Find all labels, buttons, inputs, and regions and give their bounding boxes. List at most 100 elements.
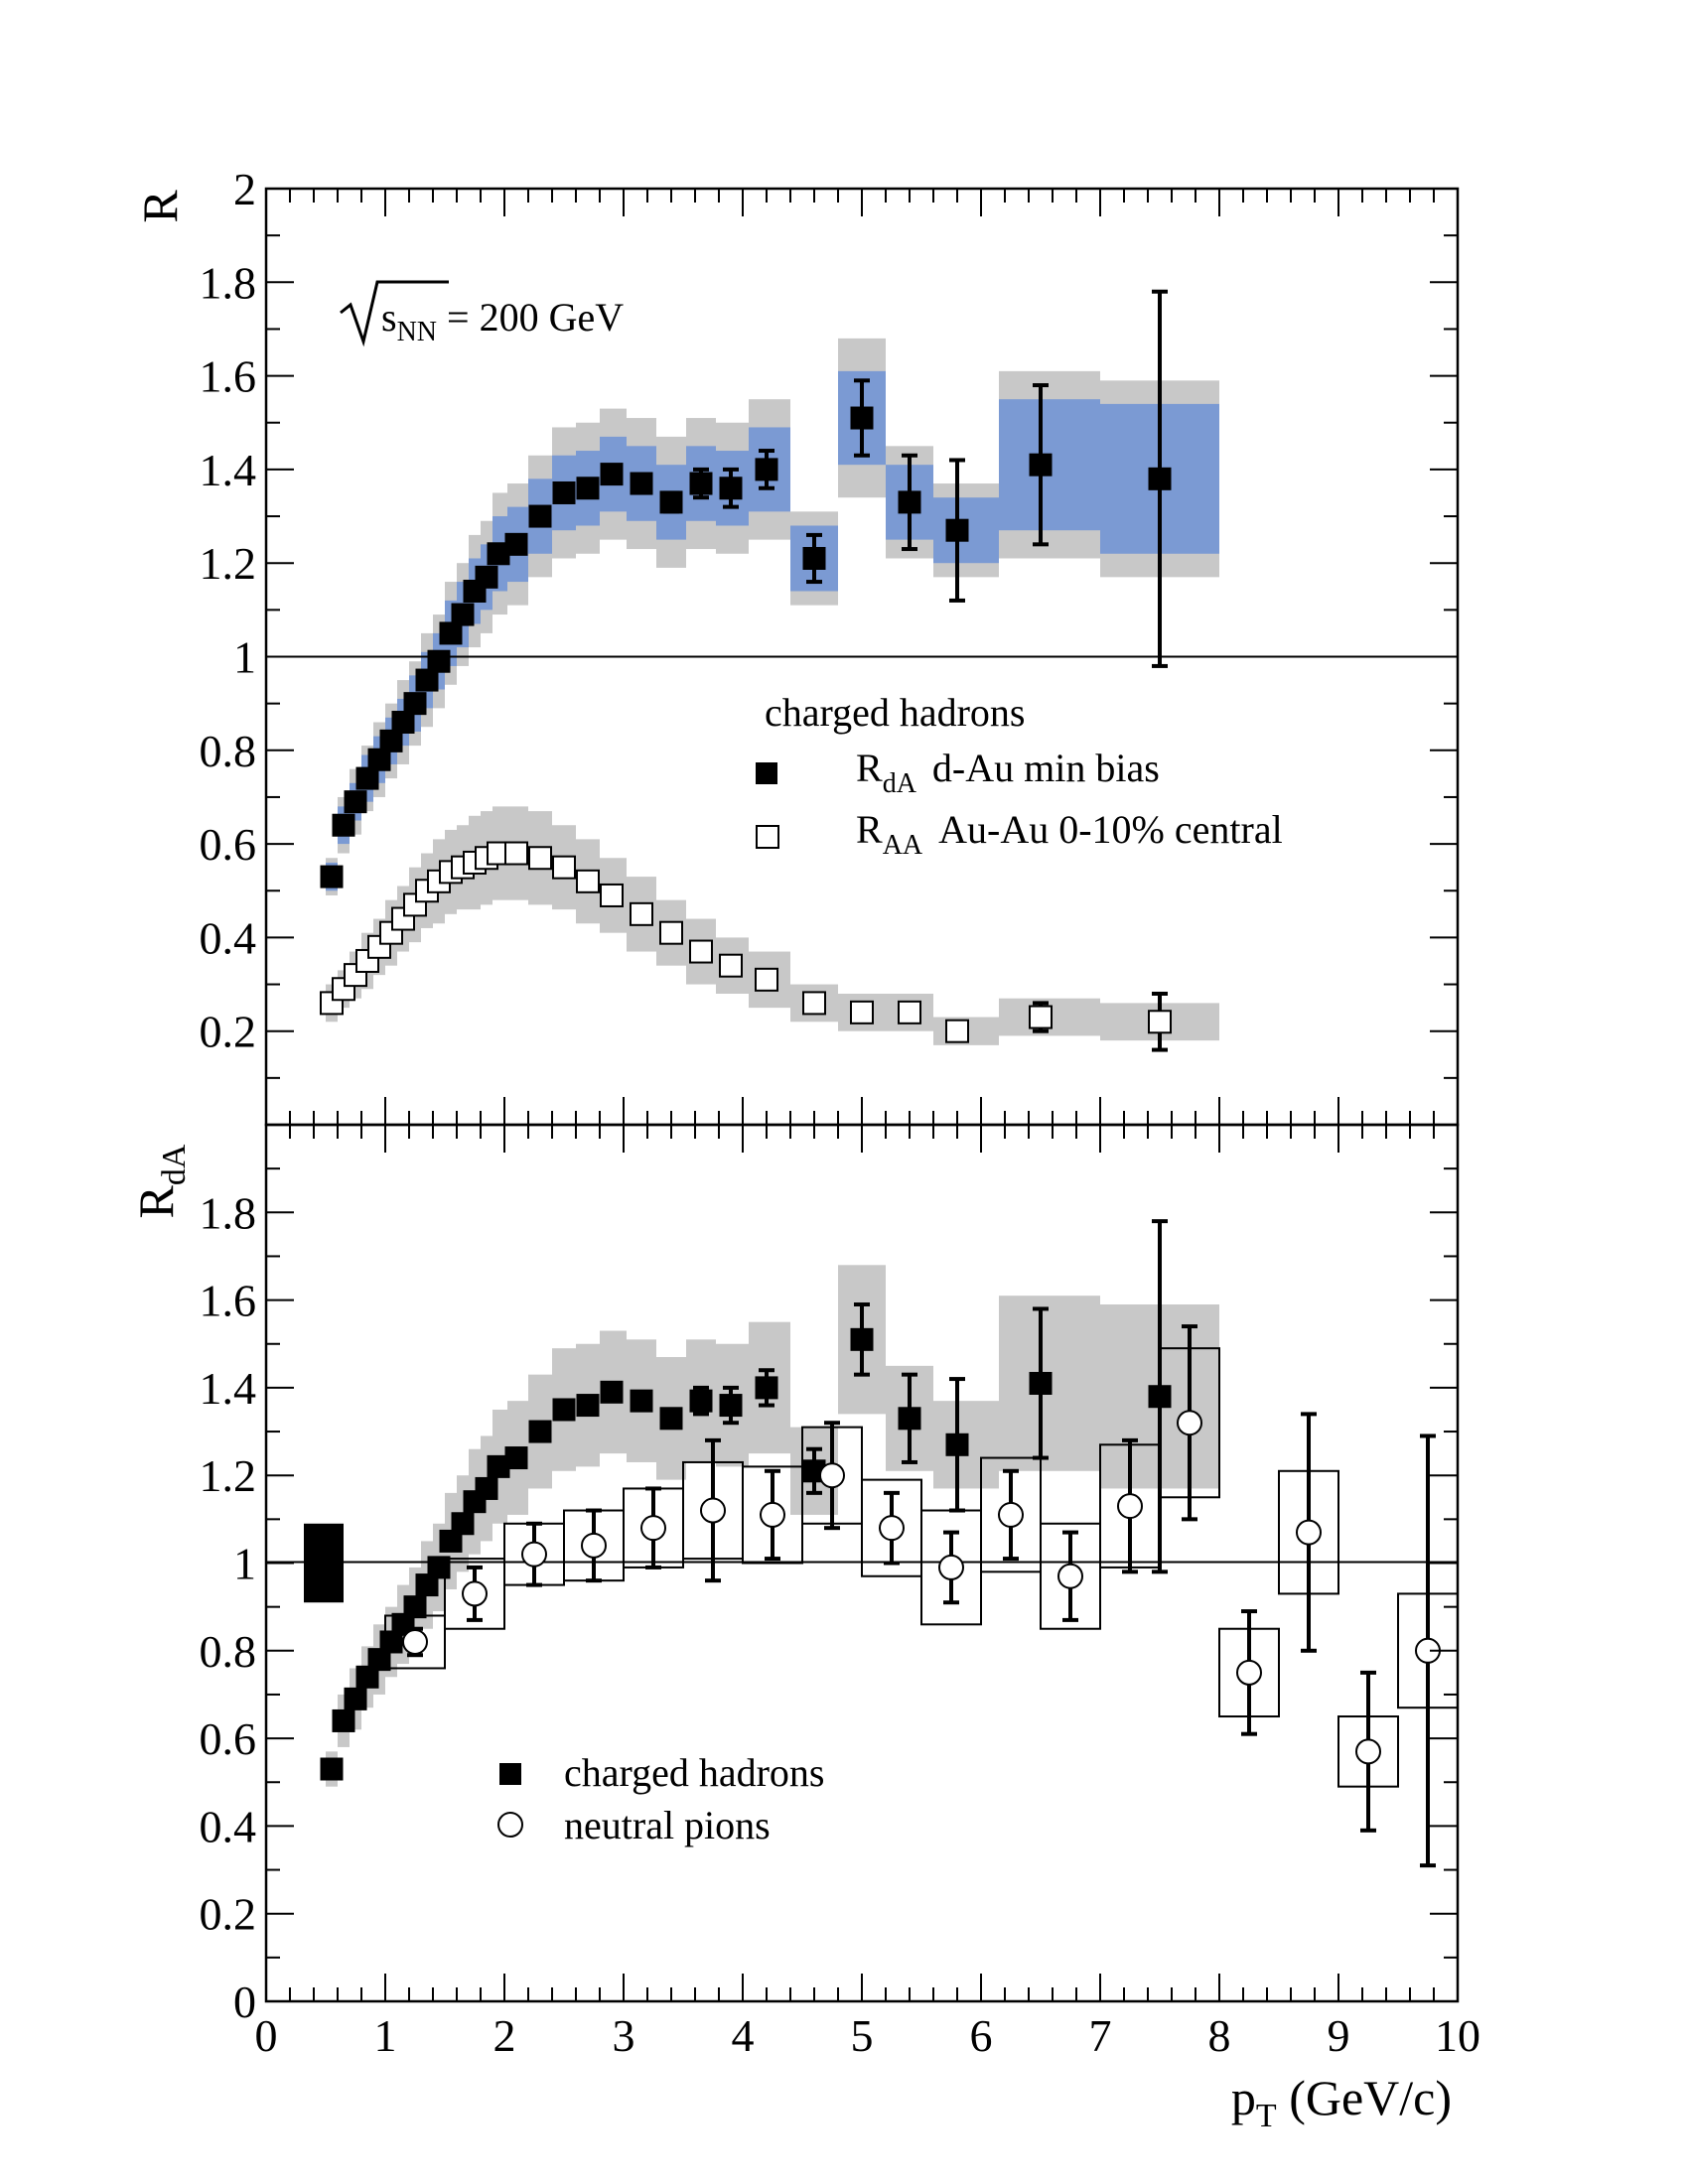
rda-point [1148, 467, 1172, 490]
x-tick-label: 10 [1435, 2010, 1480, 2061]
charged-point [528, 1420, 552, 1443]
legend-raa-label: R [856, 807, 883, 852]
charged-point [451, 1512, 475, 1536]
top-y-tick-label: 0.2 [200, 1007, 257, 1057]
legend-filled-square-icon [756, 762, 777, 784]
rda-point [898, 490, 921, 514]
xaxis-title-sub: T [1256, 2098, 1277, 2134]
top-y-tick-label: 1.4 [200, 445, 257, 495]
charged-point [355, 1665, 379, 1689]
pion-point [1117, 1493, 1143, 1520]
x-tick-label: 5 [851, 2010, 874, 2061]
raa-point [600, 883, 624, 907]
pion-point [700, 1497, 726, 1524]
raa-point [850, 1000, 874, 1024]
x-tick-label: 8 [1208, 2010, 1231, 2061]
top-legend: charged hadrons RdA d-Au min bias RAA Au-A… [756, 690, 1283, 861]
x-tick-label: 2 [493, 2010, 516, 2061]
pion-point [581, 1532, 607, 1559]
raa-point [552, 855, 576, 880]
pion-syst-box [980, 1456, 1042, 1573]
rda-point [427, 649, 451, 673]
rda-point [552, 480, 576, 504]
rda-point [600, 463, 624, 486]
bottom-y-tick-label: 0.2 [200, 1889, 257, 1940]
energy-label-root: s [381, 295, 397, 340]
legend-rda-text: d-Au min bias [932, 746, 1160, 790]
bottom-ylabel-sub: dA [156, 1144, 193, 1185]
x-tick-label: 7 [1089, 2010, 1112, 2061]
xaxis-title-unit: (GeV/c) [1277, 2070, 1452, 2125]
x-tick-label: 6 [970, 2010, 993, 2061]
sqrt-icon [340, 280, 449, 347]
charged-point [945, 1433, 969, 1456]
charged-point [1148, 1385, 1172, 1409]
top-y-tick-label: 1.6 [200, 351, 257, 402]
rda-point [320, 865, 344, 888]
legend-rda-label: R [856, 746, 883, 790]
raa-point [1148, 1010, 1172, 1034]
top-y-tick-label: 0.8 [200, 726, 257, 776]
rda-point [475, 565, 498, 589]
bottom-ylabel-main: R [128, 1184, 184, 1218]
pion-point [521, 1541, 547, 1568]
charged-point [689, 1389, 713, 1413]
rda-point [659, 490, 683, 514]
charged-point [391, 1612, 415, 1636]
bottom-y-tick-label: 1.2 [200, 1450, 257, 1501]
xaxis-title-main: p [1231, 2070, 1256, 2125]
pion-point [462, 1580, 488, 1607]
charged-point [332, 1708, 355, 1732]
pion-point [1296, 1519, 1322, 1546]
legend-charged-hadrons-text: charged hadrons [564, 1750, 825, 1795]
top-y-tick-label: 0.6 [200, 819, 257, 870]
legend-raa-text: Au-Au 0-10% central [938, 807, 1283, 852]
raa-point [1029, 1005, 1053, 1029]
pion-point [1355, 1738, 1381, 1765]
top-y-tick-label: 1 [233, 632, 256, 683]
raa-point [898, 1000, 921, 1024]
legend-open-square-icon [756, 825, 779, 849]
rda-point [379, 729, 403, 752]
pion-point [760, 1501, 785, 1528]
charged-point [427, 1556, 451, 1579]
pion-syst-box [1040, 1522, 1101, 1630]
raa-point [945, 1019, 969, 1043]
pion-point [998, 1501, 1024, 1528]
rda-point [719, 477, 743, 500]
charged-point [850, 1327, 874, 1351]
raa-point [630, 901, 653, 926]
raa-point [528, 846, 552, 871]
bottom-ylabel: RdA [128, 1144, 193, 1218]
top-y-tick-label: 1.8 [200, 257, 257, 308]
raa-point [755, 967, 778, 992]
rda-point [344, 790, 367, 814]
raa-point [802, 991, 826, 1016]
top-ylabel: R [132, 190, 188, 223]
pion-point [640, 1515, 666, 1542]
charged-point [415, 1573, 439, 1597]
bottom-y-tick-label: 0.8 [200, 1626, 257, 1677]
charged-point [552, 1398, 576, 1422]
legend-raa-sub: AA [883, 830, 923, 861]
charged-point [719, 1394, 743, 1418]
x-tick-label: 4 [732, 2010, 755, 2061]
charged-point [504, 1446, 528, 1470]
rda-point [945, 518, 969, 542]
svg-text:sNN = 200 GeV: sNN = 200 GeV [381, 295, 624, 347]
charged-point [344, 1687, 367, 1710]
pion-point [1177, 1410, 1202, 1436]
rda-point [355, 766, 379, 790]
charged-point [659, 1407, 683, 1431]
top-y-tick-label: 1.2 [200, 538, 257, 589]
energy-label-value: = 200 GeV [437, 295, 624, 340]
rda-point [1029, 453, 1053, 477]
raa-point [504, 841, 528, 866]
x-tick-label: 3 [613, 2010, 635, 2061]
rda-point [439, 621, 463, 645]
rda-point [367, 748, 391, 771]
raa-point [576, 869, 600, 893]
raa-point [689, 939, 713, 964]
charged-point [755, 1376, 778, 1400]
